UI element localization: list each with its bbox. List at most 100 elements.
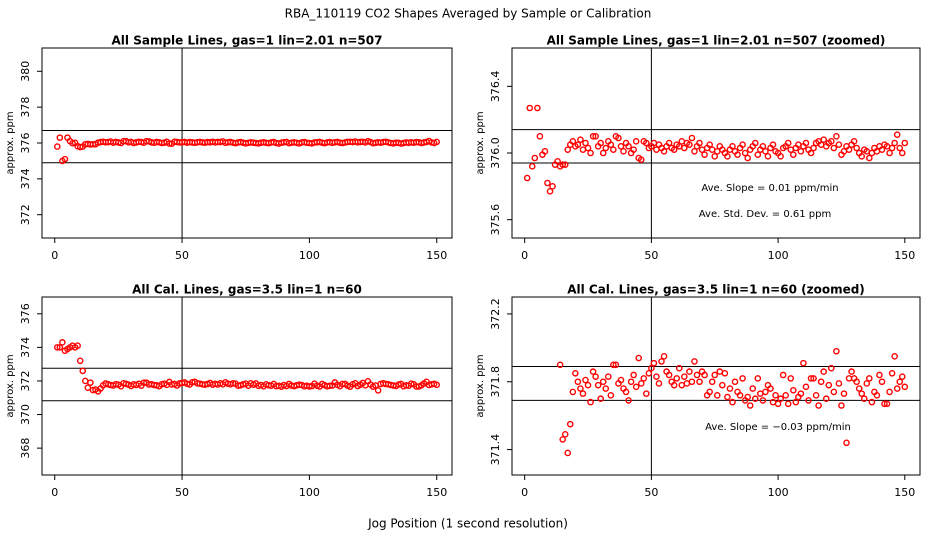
point [797,390,805,397]
point [582,139,589,147]
point [833,347,840,355]
point [701,151,708,158]
point [681,144,688,152]
y-tick-label: 371.8 [489,366,502,398]
point [607,141,615,148]
point [782,392,789,399]
point [53,344,61,351]
point [711,153,719,160]
point [843,439,850,447]
point [528,163,536,170]
point [597,139,604,147]
point [648,364,655,372]
point [653,373,660,380]
point [820,368,828,375]
point [564,146,572,153]
point [751,395,759,403]
point [69,139,76,147]
point [848,368,855,375]
point [602,385,610,392]
point [706,388,713,396]
y-tick-label: 374 [19,168,32,189]
point [599,378,607,386]
point [845,146,853,153]
point [665,371,673,379]
point [777,153,784,160]
point [840,390,848,397]
point [637,380,645,387]
point [691,148,698,155]
point [564,449,572,457]
point [561,431,569,438]
point [878,378,886,386]
point [873,392,881,399]
point [374,387,382,394]
point [534,104,541,112]
point [617,376,625,384]
point [76,357,84,365]
point [896,378,904,386]
point [577,136,584,143]
annotation: Ave. Slope = 0.01 ppm/min [701,183,838,194]
y-tick-label: 378 [19,97,32,118]
point [229,380,237,387]
point [774,400,782,408]
point [807,375,815,382]
panel-title: All Cal. Lines, gas=3.5 lin=1 n=60 [132,283,362,297]
x-tick-label: 100 [768,249,789,262]
point [708,378,716,386]
x-tick-label: 50 [644,249,658,262]
point [802,139,810,147]
point [881,400,888,408]
point [896,144,904,152]
point [767,385,774,392]
point [627,378,635,386]
y-tick-label: 372.2 [489,298,502,330]
point [792,398,800,406]
x-tick-label: 0 [51,249,58,262]
point [729,143,736,150]
point [433,381,441,389]
point [696,139,703,147]
point [838,402,845,409]
point [853,378,860,386]
point [607,392,615,399]
point [559,161,566,168]
point [741,149,749,157]
point [556,361,564,369]
point [784,400,792,408]
point [604,373,612,380]
point [866,154,873,162]
point [797,148,805,155]
x-tick-label: 50 [175,486,189,499]
point [577,385,584,392]
point [569,388,577,396]
point [850,138,858,145]
point [721,369,729,377]
point [779,371,787,379]
point [855,385,863,392]
point [726,385,734,392]
point [686,141,693,148]
point [650,359,658,367]
point [713,392,721,399]
point [807,149,815,157]
point [863,380,871,387]
point [665,139,673,147]
point [660,353,668,360]
point [615,134,622,142]
point [883,400,891,408]
point [84,384,92,391]
point [820,136,828,143]
point [554,158,561,165]
point [888,144,896,152]
point [724,153,731,160]
point [536,133,544,140]
point [630,146,637,153]
point [670,381,678,389]
x-tick-label: 100 [299,486,320,499]
point [898,149,906,157]
point [853,144,860,152]
y-tick-label: 376.4 [489,71,502,103]
